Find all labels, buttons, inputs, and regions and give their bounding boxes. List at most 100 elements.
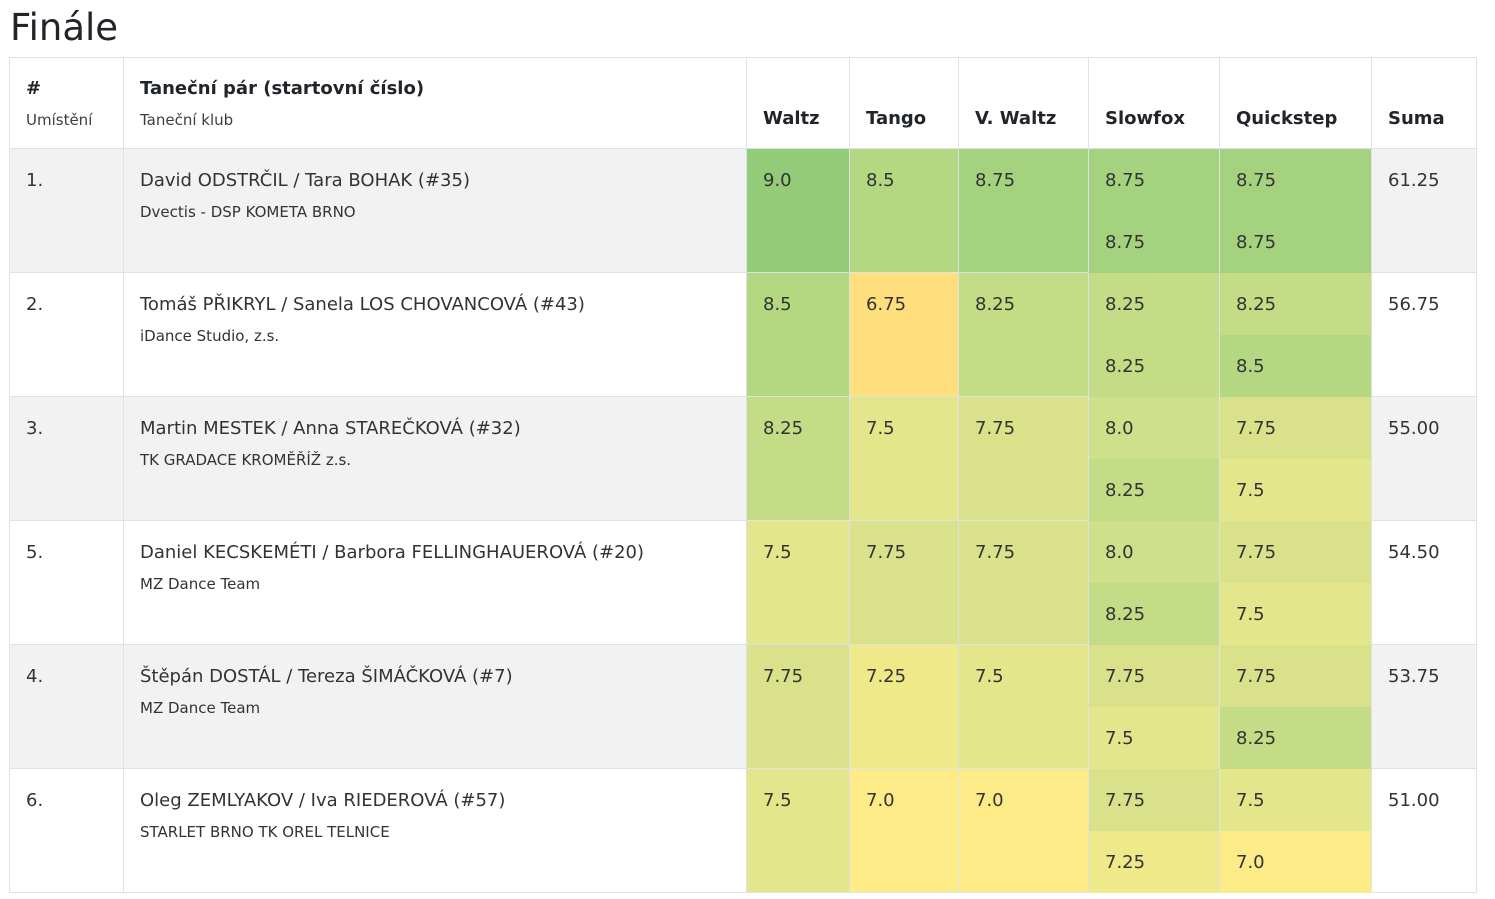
score-block: 8.25	[959, 273, 1088, 396]
score-cell: 7.5	[849, 396, 959, 521]
header-place-label: #	[26, 78, 42, 99]
pair-cell: Štěpán DOSTÁL / Tereza ŠIMÁČKOVÁ (#7) MZ …	[123, 644, 747, 769]
score-cell: 8.5	[849, 148, 959, 273]
score-block: 7.0	[850, 769, 958, 892]
rank-cell: 5.	[9, 520, 124, 645]
score-cell: 7.0	[958, 768, 1089, 893]
rank-cell: 1.	[9, 148, 124, 273]
pair-club: STARLET BRNO TK OREL TELNICE	[140, 823, 390, 841]
pair-club: iDance Studio, z.s.	[140, 327, 280, 345]
pair-cell: Oleg ZEMLYAKOV / Iva RIEDEROVÁ (#57) STAR…	[123, 768, 747, 893]
score-value: 8.75	[1236, 232, 1277, 253]
rank-value: 5.	[26, 542, 44, 563]
sum-value: 54.50	[1388, 542, 1440, 563]
results-table: # Umístění Taneční pár (startovní číslo)…	[9, 57, 1477, 893]
table-row: 5. Daniel KECSKEMÉTI / Barbora FELLINGHAU…	[9, 520, 1477, 645]
score-cell: 6.75	[849, 272, 959, 397]
pair-club: MZ Dance Team	[140, 575, 261, 593]
header-dance-waltz: Waltz	[746, 57, 850, 149]
score-value: 8.25	[763, 418, 804, 439]
score-block: 7.75	[1220, 521, 1371, 583]
score-value: 8.5	[763, 294, 792, 315]
score-value: 8.25	[975, 294, 1016, 315]
score-value: 7.75	[975, 542, 1016, 563]
rank-value: 2.	[26, 294, 44, 315]
score-value: 7.75	[1236, 418, 1277, 439]
rank-value: 1.	[26, 170, 44, 191]
score-block: 8.75	[1089, 211, 1219, 273]
score-block: 8.25	[1089, 273, 1219, 335]
score-value: 7.5	[763, 790, 792, 811]
header-dance-tango: Tango	[849, 57, 959, 149]
score-value: 7.25	[1105, 852, 1146, 873]
header-pair-sub: Taneční klub	[140, 111, 234, 129]
header-place-sub: Umístění	[26, 111, 93, 129]
score-value: 8.0	[1105, 418, 1134, 439]
score-block: 7.5	[850, 397, 958, 520]
score-value: 7.5	[866, 418, 895, 439]
rank-value: 3.	[26, 418, 44, 439]
score-block: 7.25	[1089, 831, 1219, 893]
pair-name: Štěpán DOSTÁL / Tereza ŠIMÁČKOVÁ (#7)	[140, 666, 513, 687]
score-block: 7.75	[1220, 397, 1371, 459]
header-place: # Umístění	[9, 57, 124, 149]
score-value: 7.0	[1236, 852, 1265, 873]
score-cell: 7.75 7.25	[1088, 768, 1220, 893]
score-block: 7.75	[850, 521, 958, 644]
score-value: 7.75	[763, 666, 804, 687]
score-block: 8.75	[1220, 149, 1371, 211]
score-block: 8.25	[1220, 273, 1371, 335]
score-cell: 7.5	[746, 768, 850, 893]
score-value: 8.5	[866, 170, 895, 191]
sum-cell: 51.00	[1371, 768, 1477, 893]
sum-cell: 61.25	[1371, 148, 1477, 273]
sum-value: 61.25	[1388, 170, 1440, 191]
pair-cell: Daniel KECSKEMÉTI / Barbora FELLINGHAUER…	[123, 520, 747, 645]
header-pair: Taneční pár (startovní číslo) Taneční kl…	[123, 57, 747, 149]
score-value: 8.25	[1105, 294, 1146, 315]
score-block: 7.5	[747, 521, 849, 644]
pair-name: Tomáš PŘIKRYL / Sanela LOS CHOVANCOVÁ (#…	[140, 294, 585, 315]
score-block: 7.5	[747, 769, 849, 892]
score-block: 7.75	[1089, 769, 1219, 831]
results-body: 1. David ODSTRČIL / Tara BOHAK (#35) Dvect…	[9, 148, 1477, 893]
score-cell: 8.75 8.75	[1088, 148, 1220, 273]
header-dance-vwaltz: V. Waltz	[958, 57, 1089, 149]
pair-club: TK GRADACE KROMĚŘÍŽ z.s.	[140, 451, 352, 469]
score-value: 8.25	[1105, 480, 1146, 501]
header-dance-label: Slowfox	[1105, 108, 1185, 129]
rank-value: 6.	[26, 790, 44, 811]
score-value: 7.75	[1236, 542, 1277, 563]
score-block: 8.25	[1089, 459, 1219, 521]
score-block: 7.5	[1089, 707, 1219, 769]
score-value: 7.25	[866, 666, 907, 687]
score-value: 8.25	[1236, 728, 1277, 749]
sum-value: 56.75	[1388, 294, 1440, 315]
score-cell: 7.0	[849, 768, 959, 893]
score-value: 6.75	[866, 294, 907, 315]
score-cell: 7.75	[958, 520, 1089, 645]
score-cell: 7.75 7.5	[1219, 520, 1372, 645]
score-value: 8.0	[1105, 542, 1134, 563]
score-block: 9.0	[747, 149, 849, 272]
score-value: 7.75	[975, 418, 1016, 439]
header-pair-label: Taneční pár (startovní číslo)	[140, 78, 425, 99]
score-block: 8.25	[1089, 583, 1219, 645]
score-block: 7.0	[1220, 831, 1371, 893]
header-row: # Umístění Taneční pár (startovní číslo)…	[9, 57, 1477, 149]
score-value: 8.75	[1105, 232, 1146, 253]
rank-value: 4.	[26, 666, 44, 687]
score-block: 8.0	[1089, 521, 1219, 583]
score-cell: 7.75	[958, 396, 1089, 521]
sum-cell: 53.75	[1371, 644, 1477, 769]
header-dance-label: V. Waltz	[975, 108, 1057, 129]
table-row: 2. Tomáš PŘIKRYL / Sanela LOS CHOVANCOVÁ …	[9, 272, 1477, 397]
score-value: 7.5	[1236, 790, 1265, 811]
score-value: 7.75	[866, 542, 907, 563]
score-block: 7.75	[1089, 645, 1219, 707]
header-dance-label: Waltz	[763, 108, 820, 129]
score-block: 8.5	[850, 149, 958, 272]
score-block: 7.5	[1220, 769, 1371, 831]
rank-cell: 3.	[9, 396, 124, 521]
score-cell: 7.5	[958, 644, 1089, 769]
